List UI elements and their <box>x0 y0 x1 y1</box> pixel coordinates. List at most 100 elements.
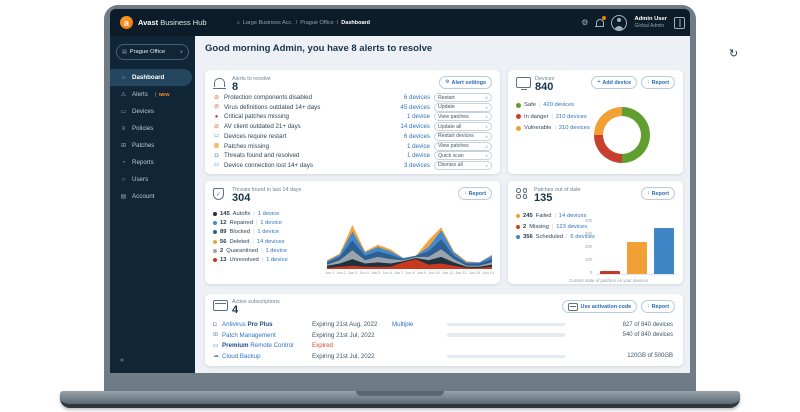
sidebar-item-dashboard[interactable]: ⌂ Dashboard <box>110 69 192 86</box>
plus-icon: + <box>597 79 601 85</box>
reports-icon: ◔ <box>121 159 126 166</box>
report-button[interactable]: ↓ Report <box>641 76 675 89</box>
chevron-down-icon: ∨ <box>485 162 488 168</box>
devices-link[interactable]: 1 device <box>406 113 430 121</box>
breadcrumb-current: Dashboard <box>341 19 371 26</box>
alert-row: ◘ Threats found and resolved 1 device Qu… <box>213 151 492 161</box>
product-name-link[interactable]: Antivirus Pro Plus <box>222 321 273 328</box>
subscriptions-count: 4 <box>232 304 239 317</box>
x-tick: Jun 1 <box>325 271 335 275</box>
x-tick: Jun 2 <box>336 271 346 275</box>
notifications-bell-icon[interactable] <box>595 16 607 27</box>
devices-link[interactable]: 6 devices <box>570 234 595 240</box>
patches-icon: ⊞ <box>120 143 127 149</box>
devices-link[interactable]: 210 devices <box>558 125 590 131</box>
refresh-icon[interactable]: ↻ <box>729 48 739 60</box>
product-name-link[interactable]: Patch Management <box>222 331 276 339</box>
add-device-button[interactable]: + Add device <box>591 76 638 89</box>
legend-item: Vulnerable | 210 devices <box>516 125 590 131</box>
action-dropdown[interactable]: View patches ∨ <box>434 141 492 151</box>
bar-failed <box>627 242 647 274</box>
report-button[interactable]: ↓ Report <box>458 187 492 200</box>
devices-donut-chart <box>594 107 650 163</box>
site-selector[interactable]: ▤ Prague Office ∨ <box>116 44 189 60</box>
action-dropdown[interactable]: Restart ∨ <box>434 93 492 102</box>
devices-link[interactable]: 6 devices <box>403 132 430 140</box>
action-dropdown[interactable]: Dismiss all ∨ <box>434 160 492 170</box>
report-button[interactable]: ↓ Report <box>641 187 675 200</box>
product-name-link[interactable]: Premium Remote Control <box>222 342 294 350</box>
subscription-rows: ◘ Antivirus Pro Plus Expiring 21st Aug, … <box>213 321 673 360</box>
legend-item: 13 Unresolved | 1 device <box>213 257 288 263</box>
devices-link[interactable]: 1 device <box>266 256 288 263</box>
x-tick: Jun 5 <box>370 271 381 275</box>
devices-card: Devices 840 + Add device ↓ Report Safe |… <box>508 70 683 174</box>
home-icon[interactable]: ⌂ <box>236 19 240 26</box>
devices-link[interactable]: 123 devices <box>556 223 588 230</box>
card-title: Threats found in last 14 days <box>232 187 302 193</box>
report-button[interactable]: ↓ Report <box>641 300 675 313</box>
sidebar-collapse-icon[interactable]: « <box>120 357 124 364</box>
devices-link[interactable]: 1 device <box>257 229 279 236</box>
devices-link[interactable]: 14 devices <box>400 123 430 131</box>
action-dropdown[interactable]: View patches ∨ <box>434 112 492 122</box>
sidebar-item-users[interactable]: ○ Users <box>110 171 192 188</box>
alerts-bell-icon: ⚠ <box>120 92 127 98</box>
use-activation-code-button[interactable]: Use activation code <box>562 300 638 313</box>
legend-item: 2 Missing | 123 devices <box>516 224 595 230</box>
devices-link[interactable]: 45 devices <box>400 103 430 111</box>
avast-logo-icon[interactable]: a <box>120 16 133 29</box>
devices-count: 840 <box>535 81 554 94</box>
settings-gear-icon[interactable]: ⚙ <box>581 17 589 27</box>
devices-link[interactable]: 1 device <box>260 220 282 227</box>
alert-rows: ⊘ Protection components disabled 6 devic… <box>213 93 492 170</box>
sidebar-item-devices[interactable]: ▭ Devices <box>110 103 192 120</box>
devices-link[interactable]: 6 devices <box>403 94 430 101</box>
devices-link[interactable]: 210 devices <box>555 113 587 120</box>
x-tick: Jun 13 <box>468 271 481 275</box>
sidebar-item-reports[interactable]: ◔ Reports <box>110 154 192 171</box>
alert-settings-button[interactable]: ⚙ Alert settings <box>439 76 492 89</box>
breadcrumb-item[interactable]: Prague Office <box>300 19 334 26</box>
product-name-link[interactable]: Cloud Backup <box>222 352 261 360</box>
action-dropdown[interactable]: Restart devices ∨ <box>434 131 492 141</box>
devices-link[interactable]: 1 device <box>265 247 288 254</box>
legend-count: 56 <box>220 238 227 245</box>
breadcrumb-item[interactable]: Large Business Acc. <box>242 19 293 26</box>
action-dropdown[interactable]: Update ∨ <box>434 102 492 112</box>
alert-row: ▭ Devices require restart 6 devices Rest… <box>213 131 492 141</box>
chart-caption: Current state of patches on your devices <box>569 278 648 283</box>
action-dropdown[interactable]: Update all ∨ <box>434 122 492 132</box>
devices-link[interactable]: 14 devices <box>558 213 587 219</box>
alert-label: Virus definitions outdated 14+ days <box>224 103 321 111</box>
sidebar-item-account[interactable]: ▤ Account <box>110 188 192 205</box>
multiple-link[interactable]: Multiple <box>392 321 414 328</box>
alert-status-icon: ⊘ <box>213 104 220 111</box>
subscription-row: ▭ Premium Remote Control Expired <box>213 342 673 349</box>
check-glyph: ✓ <box>215 191 222 198</box>
help-panel-icon[interactable] <box>674 16 685 29</box>
alert-status-icon: ● <box>214 113 219 120</box>
sidebar-item-patches[interactable]: ⊞ Patches <box>110 137 192 154</box>
divider: | <box>551 223 554 230</box>
devices-link[interactable]: 1 device <box>257 211 280 217</box>
expiry-label: Expiring 21st Aug, 2022 <box>312 321 378 328</box>
sidebar-item-alerts[interactable]: ⚠ Alerts NEW <box>110 86 192 103</box>
devices-link[interactable]: 1 device <box>406 142 430 150</box>
devices-link[interactable]: 1 device <box>406 152 430 160</box>
devices-link[interactable]: 3 devices <box>403 161 430 169</box>
devices-link[interactable]: 14 devices <box>256 238 285 245</box>
avatar[interactable] <box>611 14 628 31</box>
threats-legend: 145 Autofix | 1 device 12 Repaired | 1 d… <box>213 211 288 263</box>
divider: | <box>252 238 254 245</box>
legend-dot <box>213 212 217 216</box>
devices-link[interactable]: 420 devices <box>543 102 575 108</box>
sidebar-item-policies[interactable]: ≡ Policies <box>110 120 192 137</box>
legend-dot <box>516 224 520 229</box>
chevron-down-icon: ∨ <box>485 143 488 149</box>
user-info[interactable]: Admin User Global Admin <box>634 16 667 29</box>
alert-row: ⊘ AV client outdated 21+ days 14 devices… <box>213 122 492 132</box>
action-dropdown[interactable]: Quick scan ∨ <box>434 151 492 161</box>
x-axis-labels: Jun 1 Jun 2 Jun 3 Jun 4 Jun 5 Jun 6 Jun 7 Jun 8… <box>325 271 494 275</box>
expired-label: Expired <box>312 342 333 350</box>
